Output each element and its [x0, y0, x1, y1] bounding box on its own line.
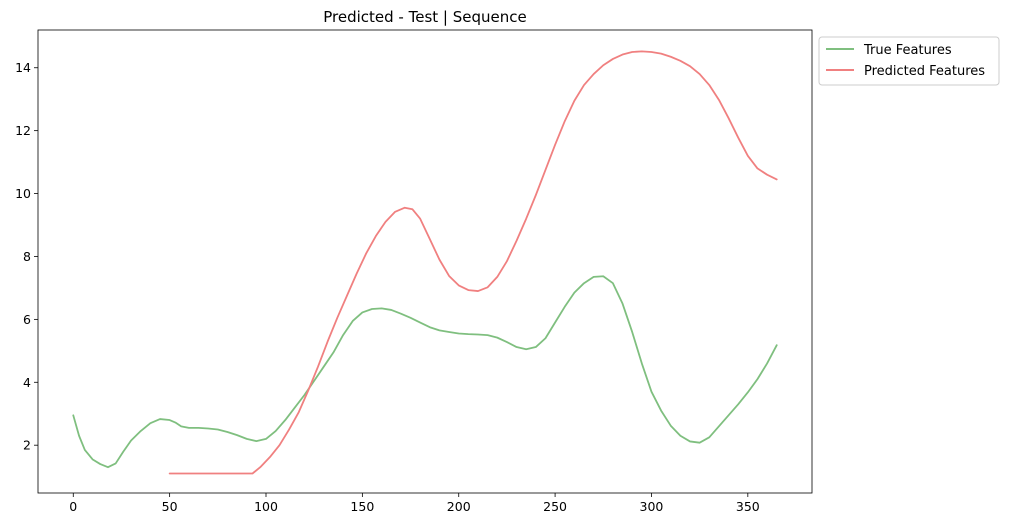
- y-tick-label: 14: [15, 60, 31, 75]
- series-line-true-features: [72, 275, 778, 469]
- series-line-predicted-features: [168, 50, 778, 475]
- x-tick-label: 150: [350, 499, 374, 514]
- x-tick-label: 250: [543, 499, 567, 514]
- chart-title: Predicted - Test | Sequence: [323, 8, 526, 26]
- x-tick-label: 350: [736, 499, 760, 514]
- y-tick-label: 8: [23, 249, 31, 264]
- y-tick-label: 10: [15, 186, 31, 201]
- legend-box: [818, 36, 1000, 86]
- legend-label-true-features: True Features: [863, 43, 952, 58]
- legend-label-predicted-features: Predicted Features: [864, 64, 985, 79]
- x-tick-label: 300: [640, 499, 664, 514]
- series-layer: [72, 50, 778, 475]
- legend: True Features Predicted Features: [818, 36, 1000, 86]
- y-tick-label: 6: [23, 312, 31, 327]
- x-tick-label: 200: [447, 499, 471, 514]
- x-tick-label: 100: [254, 499, 278, 514]
- x-axis: 0 50 100 150 200 250 300 350: [69, 493, 760, 514]
- y-axis: 2 4 6 8 10 12 14: [15, 60, 38, 453]
- y-tick-label: 2: [23, 438, 31, 453]
- y-tick-label: 12: [15, 123, 31, 138]
- x-tick-label: 50: [162, 499, 178, 514]
- y-tick-label: 4: [23, 375, 31, 390]
- x-tick-label: 0: [69, 499, 77, 514]
- plot-frame: [37, 29, 813, 494]
